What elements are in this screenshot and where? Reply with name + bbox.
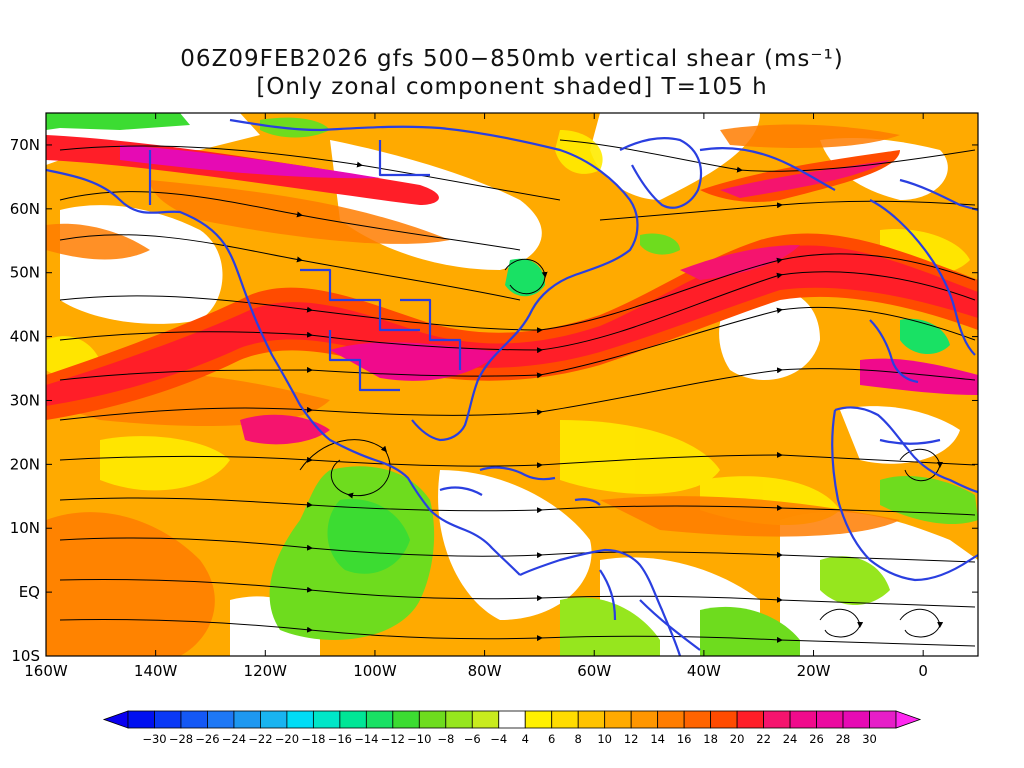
colorbar-label: 10 <box>597 732 612 746</box>
lat-tick-label: 50N <box>10 264 40 282</box>
colorbar-label: −30 <box>142 732 166 746</box>
colorbar-label: −10 <box>407 732 431 746</box>
lon-tick-label: 100W <box>353 662 397 680</box>
colorbar-label: 18 <box>703 732 718 746</box>
map-title-line-2: [Only zonal component shaded] T=105 h <box>256 74 768 100</box>
colorbar-label: −16 <box>328 732 352 746</box>
colorbar-swatch <box>604 710 632 729</box>
lon-tick-label: 20W <box>797 662 831 680</box>
colorbar-label: 22 <box>756 732 771 746</box>
colorbar-swatch <box>392 710 420 729</box>
lon-tick-label: 60W <box>577 662 611 680</box>
colorbar-label: −6 <box>464 732 481 746</box>
colorbar-swatch <box>418 710 447 729</box>
colorbar-swatch <box>445 710 473 729</box>
colorbar-swatch <box>710 710 738 729</box>
colorbar-swatch <box>577 710 606 729</box>
colorbar-swatch <box>154 710 182 729</box>
map-title-line-1: 06Z09FEB2026 gfs 500−850mb vertical shea… <box>180 46 844 72</box>
colorbar-swatch <box>657 710 685 729</box>
lat-tick-label: 40N <box>10 328 40 346</box>
colorbar-swatch <box>365 710 394 729</box>
lon-tick-label: 160W <box>24 662 68 680</box>
plot-frame <box>45 112 979 657</box>
lat-tick-label: 10S <box>11 647 40 665</box>
lat-tick-label: 30N <box>10 391 40 409</box>
colorbar-label: 8 <box>575 732 582 746</box>
colorbar-swatch <box>869 710 897 729</box>
colorbar-swatch <box>180 710 208 729</box>
colorbar-swatch <box>630 710 659 729</box>
colorbar-swatch <box>736 710 764 729</box>
colorbar-swatch <box>498 710 526 729</box>
colorbar-swatch <box>551 710 579 729</box>
colorbar-label: −22 <box>248 732 272 746</box>
colorbar: −30 −28 −26 −24 −22 −20 −18 −16 −14 −12 −10 −8 −6 −4 4… <box>102 710 922 746</box>
lon-tick-label: 140W <box>134 662 178 680</box>
colorbar-label: 12 <box>624 732 639 746</box>
colorbar-label: 4 <box>522 732 529 746</box>
coastlines <box>46 118 978 656</box>
lon-tick-label: 40W <box>687 662 721 680</box>
colorbar-max-arrow <box>895 710 922 729</box>
colorbar-min-arrow <box>102 710 129 729</box>
colorbar-label: 28 <box>836 732 851 746</box>
lon-tick-label: 0 <box>918 662 928 680</box>
colorbar-label: 30 <box>862 732 877 746</box>
streamlines <box>59 139 976 647</box>
colorbar-swatch <box>524 710 553 729</box>
plot-area <box>46 113 978 656</box>
colorbar-label: −28 <box>169 732 193 746</box>
lat-tick-label: 10N <box>10 519 40 537</box>
colorbar-label: −8 <box>437 732 454 746</box>
colorbar-swatch <box>233 710 261 729</box>
colorbar-label: 6 <box>548 732 555 746</box>
colorbar-swatch <box>816 710 844 729</box>
axes: 160W 140W 120W 100W 80W 60W 40W 20W 0 70N 60N 50N 40… <box>10 113 978 680</box>
colorbar-label: −12 <box>381 732 405 746</box>
colorbar-swatch <box>286 710 314 729</box>
colorbar-swatch <box>207 710 235 729</box>
lon-tick-label: 80W <box>468 662 502 680</box>
colorbar-swatch <box>339 710 367 729</box>
colorbar-label: −26 <box>195 732 219 746</box>
colorbar-label: −14 <box>354 732 378 746</box>
lat-tick-label: 70N <box>10 136 40 154</box>
colorbar-swatch <box>842 710 870 729</box>
colorbar-label: 16 <box>677 732 692 746</box>
lat-tick-label: EQ <box>19 583 40 601</box>
colorbar-label: −20 <box>275 732 299 746</box>
colorbar-swatch <box>789 710 817 729</box>
colorbar-swatch <box>471 710 500 729</box>
colorbar-label: −4 <box>490 732 507 746</box>
colorbar-swatch <box>260 710 288 729</box>
colorbar-swatch <box>763 710 791 729</box>
lon-tick-label: 120W <box>244 662 288 680</box>
colorbar-label: −24 <box>222 732 246 746</box>
colorbar-swatch <box>312 710 341 729</box>
colorbar-swatch <box>683 710 712 729</box>
colorbar-swatch <box>127 710 155 729</box>
colorbar-label: 20 <box>730 732 745 746</box>
lat-tick-label: 20N <box>10 455 40 473</box>
lat-tick-label: 60N <box>10 200 40 218</box>
colorbar-label: 26 <box>809 732 824 746</box>
colorbar-label: −18 <box>301 732 325 746</box>
colorbar-label: 14 <box>650 732 665 746</box>
colorbar-label: 24 <box>783 732 798 746</box>
